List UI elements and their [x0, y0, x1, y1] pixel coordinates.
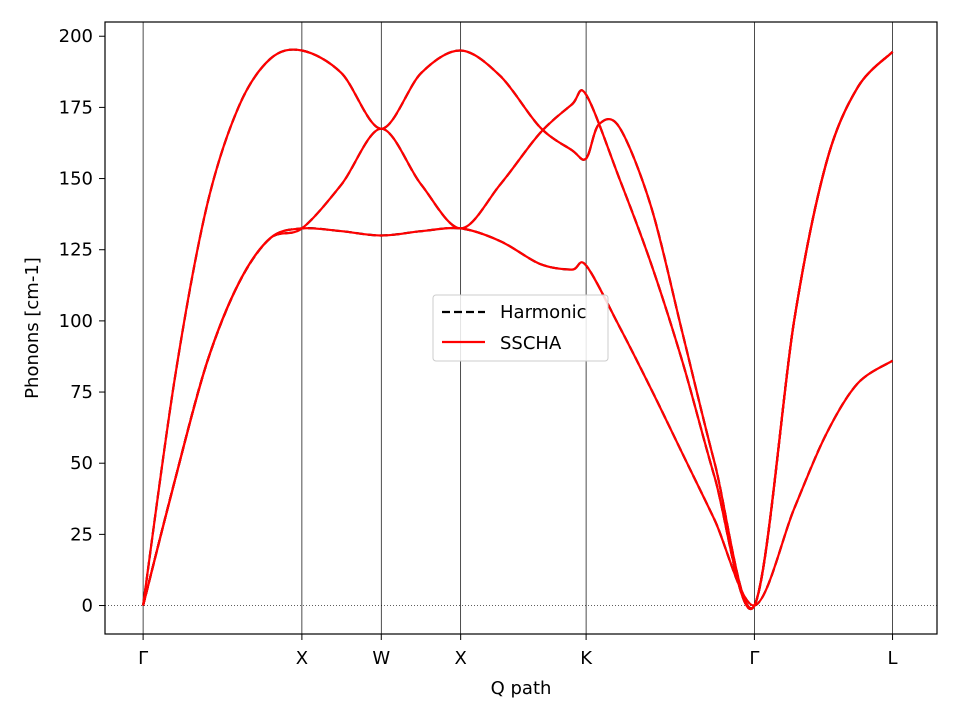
x-tick-label: X — [296, 648, 308, 669]
x-tick-label: Γ — [138, 648, 148, 669]
y-tick-label: 125 — [59, 240, 93, 261]
y-tick-label: 75 — [70, 382, 93, 403]
x-axis-label: Q path — [491, 678, 552, 699]
legend-box — [432, 294, 609, 362]
x-tick-label: L — [888, 648, 898, 669]
legend-harmonic-label: Harmonic — [500, 302, 587, 323]
y-tick-label: 100 — [59, 311, 93, 332]
x-tick-label: Γ — [749, 648, 759, 669]
y-tick-label: 175 — [59, 97, 93, 118]
y-axis-ticks: 0 25 50 75 100 125 150 175 200 — [59, 26, 105, 617]
x-tick-label: W — [372, 648, 390, 669]
y-tick-label: 0 — [82, 596, 93, 617]
legend-sscha-label: SSCHA — [500, 333, 562, 354]
high-symmetry-lines — [142, 22, 893, 634]
y-tick-label: 150 — [59, 169, 93, 190]
plot-frame — [104, 21, 938, 635]
y-tick-label: 50 — [70, 453, 93, 474]
x-tick-label: X — [454, 648, 466, 669]
legend: Harmonic SSCHA — [432, 294, 609, 362]
y-tick-label: 25 — [70, 524, 93, 545]
x-tick-label: K — [580, 648, 593, 669]
y-axis-label: Phonons [cm-1] — [22, 257, 43, 399]
y-tick-label: 200 — [59, 26, 93, 47]
sscha-branch-3 — [142, 48, 894, 610]
plot-lines — [142, 48, 894, 610]
